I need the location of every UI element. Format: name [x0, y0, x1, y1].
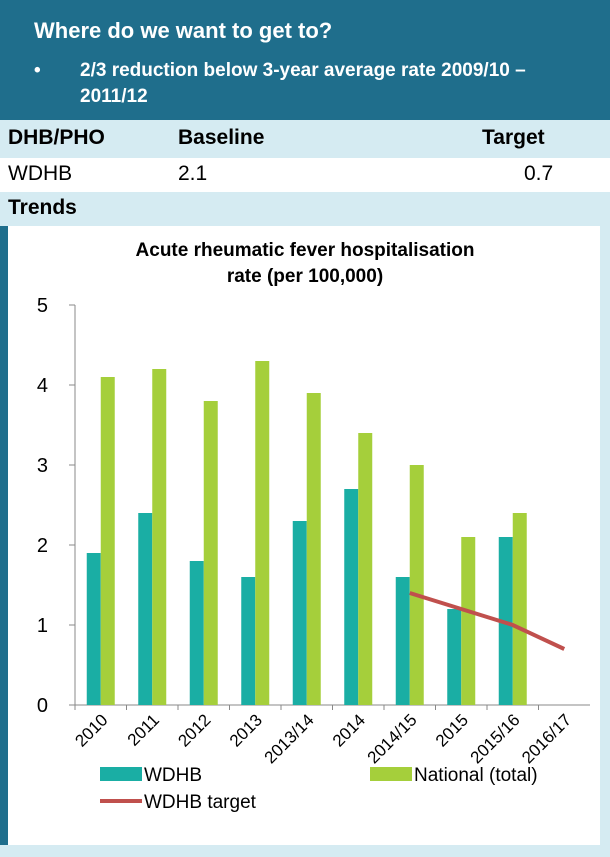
x-tick-label: 2016/17: [518, 710, 575, 767]
y-tick-label: 5: [37, 295, 48, 317]
x-tick-label: 2015/16: [467, 710, 524, 767]
th: DHB/PHO: [8, 126, 105, 149]
th: Baseline: [178, 126, 265, 149]
section-row: Trends: [0, 192, 610, 226]
heading: Where do we want to get to?: [34, 18, 333, 43]
x-tick-label: 2010: [71, 710, 111, 750]
x-tick-label: 2013: [226, 710, 266, 750]
td: 2.1: [178, 162, 208, 185]
bar: [395, 577, 410, 705]
bar: [409, 465, 424, 705]
frame-left: [0, 226, 8, 857]
x-tick-label: 2015: [432, 710, 472, 750]
y-tick-label: 4: [37, 375, 48, 397]
td: 0.7: [524, 162, 554, 185]
bar: [189, 561, 204, 705]
bar: [512, 513, 527, 705]
legend-label: WDHB: [144, 765, 202, 786]
bar: [203, 401, 218, 705]
bar: [241, 577, 256, 705]
x-tick-label: 2012: [174, 710, 214, 750]
table-row: WDHB 2.1 0.7: [0, 158, 610, 192]
bar: [292, 521, 307, 705]
x-tick-label: 2013/14: [261, 710, 318, 767]
x-tick-label: 2014: [329, 710, 369, 750]
legend-swatch: [370, 767, 412, 781]
y-tick-label: 1: [37, 615, 48, 637]
bar: [358, 433, 373, 705]
table-header: DHB/PHO Baseline Target: [0, 120, 610, 158]
legend-swatch: [100, 767, 142, 781]
chart-title: rate (per 100,000): [227, 266, 383, 287]
legend-label: National (total): [414, 765, 538, 786]
bar: [100, 377, 115, 705]
bar: [138, 513, 153, 705]
frame-bottom: [0, 845, 610, 857]
y-tick-label: 3: [37, 455, 48, 477]
legend-label: WDHB target: [144, 792, 257, 813]
x-tick-label: 2014/15: [364, 710, 421, 767]
section-title: Trends: [8, 196, 77, 219]
bar: [152, 369, 167, 705]
bar: [86, 553, 101, 705]
chart-title: Acute rheumatic fever hospitalisation: [136, 240, 475, 261]
y-tick-label: 0: [37, 695, 48, 717]
frame-right: [600, 226, 610, 857]
td: WDHB: [8, 162, 73, 185]
x-tick-label: 2011: [124, 710, 163, 749]
target-line: [409, 591, 566, 651]
bar: [255, 361, 270, 705]
header: Where do we want to get to? • 2/3 reducti…: [0, 0, 610, 120]
bullet: • 2/3 reduction below 3-year average rate…: [34, 58, 554, 110]
th: Target: [482, 126, 545, 149]
bullet-text: 2/3 reduction below 3-year average rate …: [80, 60, 526, 107]
chart: Acute rheumatic fever hospitalisation rat…: [0, 226, 610, 857]
y-tick-label: 2: [37, 535, 48, 557]
bar: [344, 489, 359, 705]
bar: [447, 609, 462, 705]
bar: [306, 393, 321, 705]
bar: [461, 537, 476, 705]
